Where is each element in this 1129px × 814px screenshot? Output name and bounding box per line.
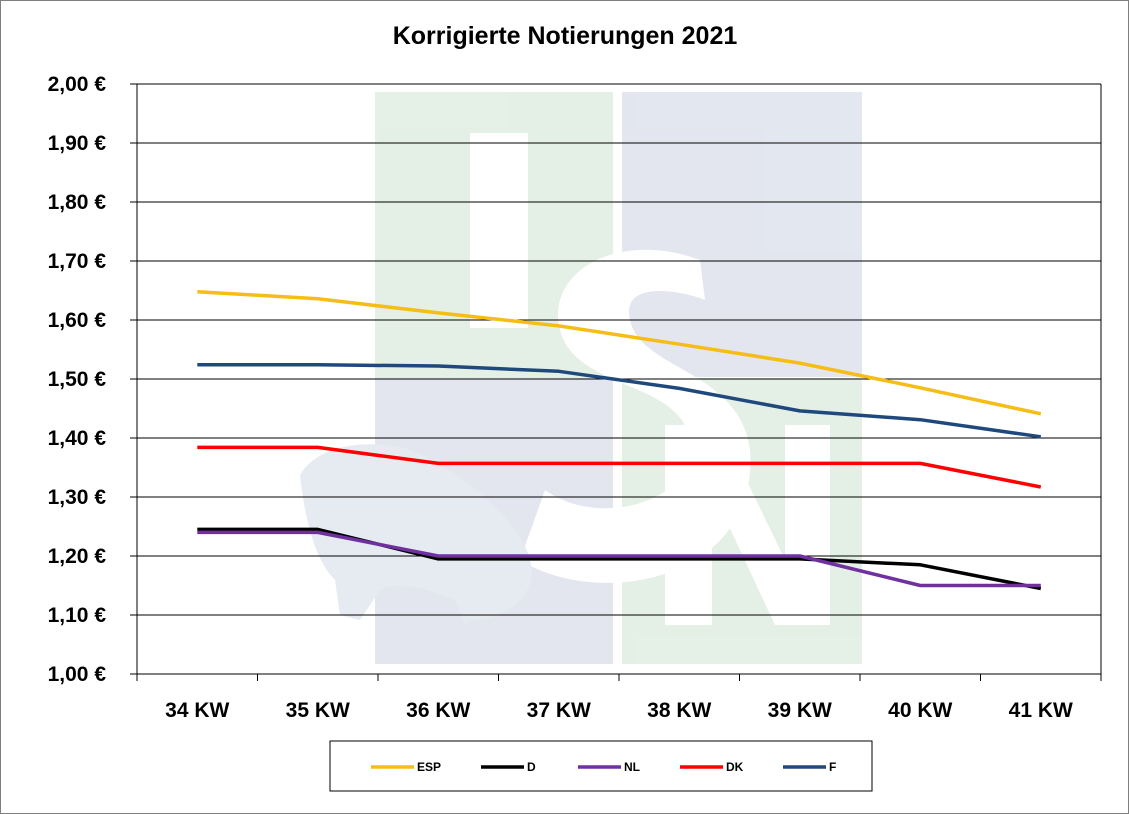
y-tick-label: 1,90 € (48, 132, 107, 155)
watermark-pig-silhouette (300, 444, 532, 625)
y-tick-label: 1,50 € (48, 368, 107, 391)
x-tick-label: 40 KW (888, 699, 952, 722)
watermark-blue-panel-top (622, 92, 862, 377)
series-line-d (197, 527, 1042, 591)
legend-label-d: D (527, 760, 536, 774)
legend-label-dk: DK (726, 760, 744, 774)
x-tick-label: 39 KW (768, 699, 832, 722)
y-tick-label: 1,60 € (48, 309, 107, 332)
x-tick-label: 35 KW (286, 699, 350, 722)
x-axis-ticks: 34 KW 35 KW 36 KW 37 KW 38 KW 39 KW 40 KW 41 KW (136, 674, 1102, 722)
chart-title: Korrigierte Notierungen 2021 (393, 22, 738, 50)
y-tick-label: 2,00 € (48, 73, 107, 96)
x-tick-label: 36 KW (406, 699, 470, 722)
series-line-nl (197, 530, 1041, 588)
y-tick-label: 1,40 € (48, 427, 107, 450)
series-lines (197, 289, 1042, 591)
x-tick-label: 37 KW (527, 699, 591, 722)
legend: ESP D NL DK F (329, 740, 873, 792)
legend-label-f: F (829, 760, 836, 774)
y-tick-label: 1,10 € (48, 604, 107, 627)
series-line-dk (197, 445, 1042, 489)
y-axis-ticks: 1,00 € 1,10 € 1,20 € 1,30 € 1,40 € 1,50 € 1,60… (48, 73, 137, 686)
y-tick-label: 1,80 € (48, 191, 107, 214)
watermark-logo (300, 92, 862, 664)
y-tick-label: 1,00 € (48, 663, 107, 686)
y-tick-label: 1,20 € (48, 545, 107, 568)
legend-label-nl: NL (624, 760, 640, 774)
x-tick-label: 34 KW (165, 699, 229, 722)
watermark-letter-n (665, 425, 830, 625)
x-tick-label: 38 KW (647, 699, 711, 722)
y-tick-label: 1,30 € (48, 486, 107, 509)
legend-items: ESP D NL DK F (371, 760, 836, 774)
series-line-f (197, 363, 1042, 439)
legend-label-esp: ESP (417, 760, 441, 774)
y-tick-label: 1,70 € (48, 250, 107, 273)
x-tick-label: 41 KW (1009, 699, 1073, 722)
series-line-esp (197, 289, 1042, 416)
watermark-letter-i (470, 133, 528, 328)
